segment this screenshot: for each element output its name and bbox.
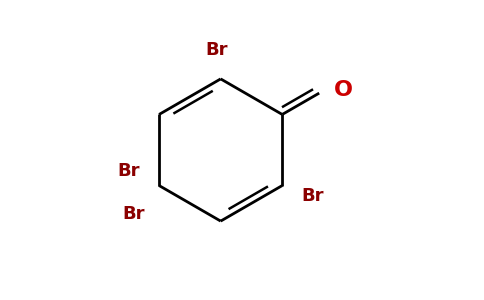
Text: Br: Br xyxy=(206,41,228,59)
Text: Br: Br xyxy=(302,187,324,205)
Text: Br: Br xyxy=(122,205,145,223)
Text: O: O xyxy=(333,80,352,100)
Text: Br: Br xyxy=(117,162,139,180)
